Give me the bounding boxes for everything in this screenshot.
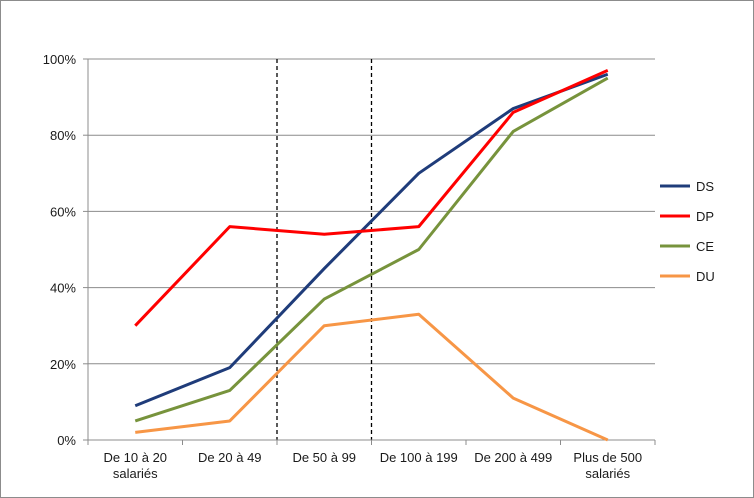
x-tick-label-line: Plus de 500 xyxy=(573,450,642,465)
legend-label-ds: DS xyxy=(696,179,714,194)
x-tick-label: De 50 à 99 xyxy=(292,450,356,465)
series-line-du xyxy=(135,312,609,442)
y-tick-label: 0% xyxy=(57,433,76,448)
legend-label-dp: DP xyxy=(696,209,714,224)
y-tick-label: 80% xyxy=(50,128,76,143)
y-tick-label: 100% xyxy=(43,52,77,67)
x-tick-label-line: De 200 à 499 xyxy=(474,450,552,465)
x-tick-label-line: salariés xyxy=(113,466,158,481)
y-tick-label: 40% xyxy=(50,281,76,296)
vertical-markers xyxy=(276,59,373,440)
legend-label-ce: CE xyxy=(696,239,714,254)
x-tick-label-line: salariés xyxy=(585,466,630,481)
series-line-dp xyxy=(134,69,609,327)
series-line-ds xyxy=(134,72,609,408)
x-tick-label-line: De 100 à 199 xyxy=(380,450,458,465)
x-tick-label: De 200 à 499 xyxy=(474,450,552,465)
legend: DS DP CE DU xyxy=(660,179,715,284)
x-tick-label-line: De 10 à 20 xyxy=(103,450,167,465)
y-tick-label: 60% xyxy=(50,204,76,219)
series-line-ce xyxy=(134,76,609,423)
x-tick-label: De 20 à 49 xyxy=(198,450,262,465)
x-tick-label-line: De 20 à 49 xyxy=(198,450,262,465)
x-tick-label: De 10 à 20 salariés xyxy=(103,450,167,481)
series-lines xyxy=(134,69,609,442)
x-tick-label: Plus de 500 salariés xyxy=(573,450,642,481)
y-axis-ticks: 0% 20% 40% 60% 80% 100% xyxy=(43,52,88,448)
x-tick-label-line: De 50 à 99 xyxy=(292,450,356,465)
y-tick-label: 20% xyxy=(50,357,76,372)
x-tick-label: De 100 à 199 xyxy=(380,450,458,465)
legend-label-du: DU xyxy=(696,269,715,284)
